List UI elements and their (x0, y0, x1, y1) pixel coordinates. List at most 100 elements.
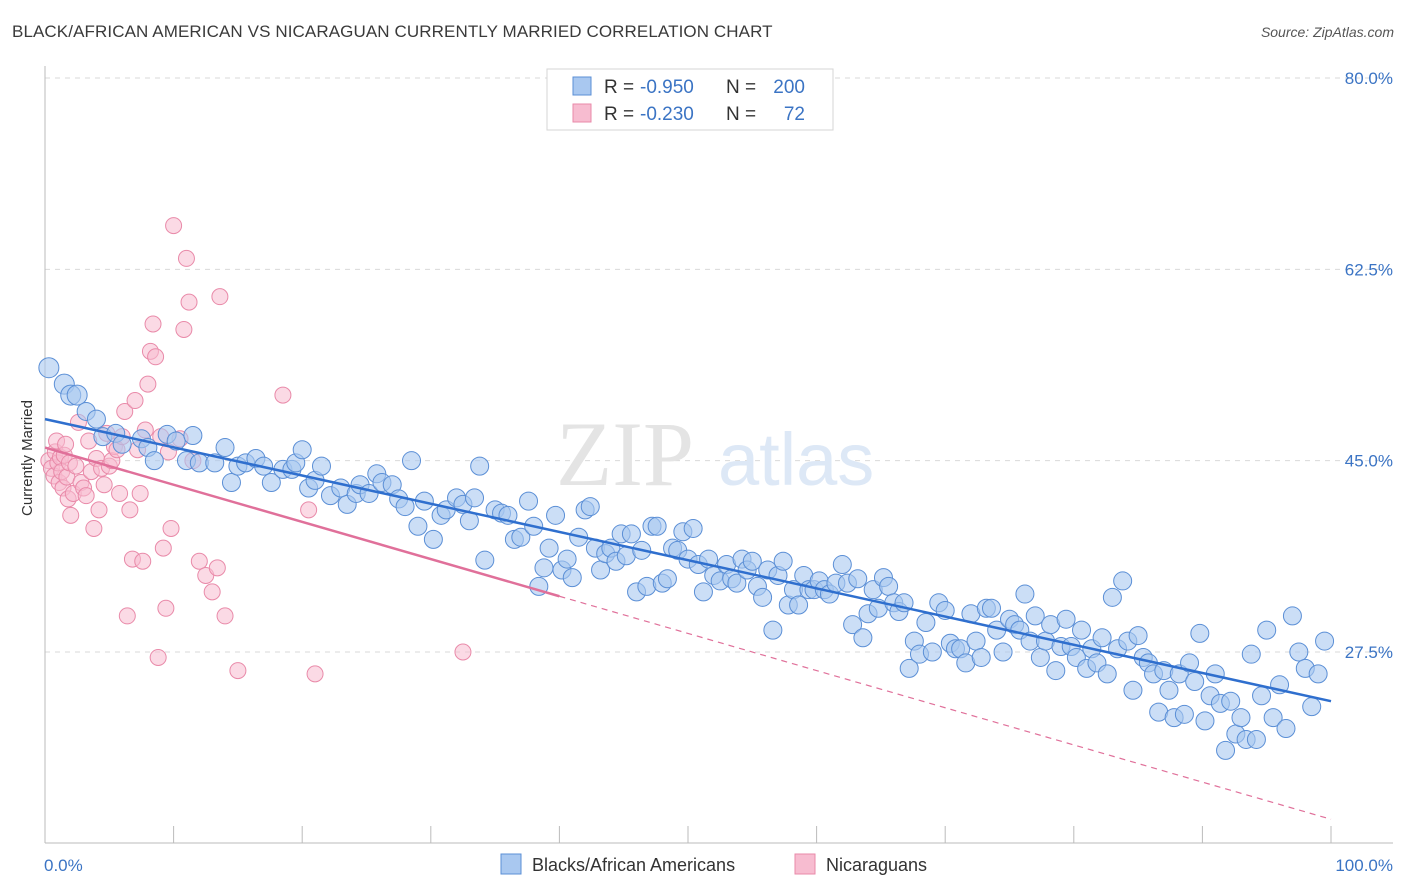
blacks-point-200 (1257, 620, 1277, 640)
blacks-point-147 (981, 598, 1001, 618)
blacks-point-198 (1246, 729, 1266, 749)
y-tick-label-1: 45.0% (1345, 452, 1393, 471)
bottom-legend-swatch-pink (794, 853, 816, 875)
nicaraguans-point-59 (180, 293, 198, 311)
blacks-point-209 (1315, 631, 1335, 651)
legend-n-label-1: N = (726, 77, 756, 98)
blacks-point-149 (993, 642, 1013, 662)
blacks-point-31 (311, 456, 331, 476)
nicaraguans-point-21 (77, 487, 95, 505)
legend-swatch-blue (572, 76, 592, 96)
nicaraguans-point-54 (162, 519, 180, 537)
bottom-legend-label-blue: Blacks/African Americans (532, 855, 735, 875)
nicaraguans-point-47 (144, 315, 162, 333)
bottom-legend: Blacks/African Americans Nicaraguans (500, 853, 927, 875)
blacks-point-82 (637, 576, 657, 596)
blacks-point-132 (899, 658, 919, 678)
blacks-point-54 (475, 550, 495, 570)
blacks-point-135 (916, 612, 936, 632)
blacks-point-172 (1113, 571, 1133, 591)
y-tick-label-3: 80.0% (1345, 69, 1393, 88)
blacks-point-18 (215, 438, 235, 458)
blacks-point-28 (292, 440, 312, 460)
blacks-point-67 (557, 549, 577, 569)
blacks-point-193 (1221, 691, 1241, 711)
nicaraguans-point-67 (229, 662, 247, 680)
legend-swatch-pink (572, 103, 592, 123)
bottom-legend-label-pink: Nicaraguans (826, 855, 927, 875)
legend-n-value-1: 200 (773, 77, 805, 98)
blacks-point-185 (1180, 653, 1200, 673)
nicaraguans-point-49 (149, 648, 167, 666)
blacks-point-63 (534, 558, 554, 578)
blacks-point-19 (221, 473, 241, 493)
blacks-point-106 (763, 620, 783, 640)
legend-r-value-1: -0.950 (640, 77, 694, 98)
blacks-point-99 (727, 573, 747, 593)
legend-box: R = -0.950 N = 200 R = -0.230 N = 72 (546, 68, 834, 131)
nicaraguans-point-15 (62, 506, 80, 524)
nicaraguans-point-48 (147, 348, 165, 366)
blacks-point-64 (539, 538, 559, 558)
nicaraguans-point-40 (126, 392, 144, 410)
source-label: Source: ZipAtlas.com (1260, 24, 1394, 40)
nicaraguans-point-17 (67, 457, 85, 475)
nicaraguans-point-37 (118, 607, 136, 625)
blacks-point-164 (1072, 620, 1092, 640)
nicaraguans-point-69 (300, 501, 318, 519)
legend-r-value-2: -0.230 (640, 104, 694, 125)
nicaraguans-point-52 (157, 599, 175, 617)
blacks-point-192 (1216, 740, 1236, 760)
nicaraguans-trend-line-extension (559, 595, 1332, 820)
nicaraguans-point-61 (190, 552, 208, 570)
blacks-points (38, 357, 1335, 760)
blacks-trend-line (44, 417, 1332, 703)
nicaraguans-point-68 (274, 386, 292, 404)
nicaraguans-point-34 (111, 484, 129, 502)
blacks-point-53 (470, 456, 490, 476)
nicaraguans-trend-line (44, 446, 560, 598)
nicaraguans-point-57 (175, 320, 193, 338)
nicaraguans-point-26 (90, 501, 108, 519)
watermark-zip: ZIP (556, 403, 694, 505)
tick-labels: 27.5% 45.0% 62.5% 80.0% 0.0% 100.0% (44, 69, 1393, 875)
blacks-point-205 (1289, 642, 1309, 662)
blacks-point-102 (742, 551, 762, 571)
blacks-point-199 (1252, 686, 1272, 706)
blacks-point-187 (1190, 623, 1210, 643)
blacks-point-161 (1056, 609, 1076, 629)
blacks-point-208 (1308, 664, 1328, 684)
blacks-point-71 (580, 497, 600, 517)
blacks-point-84 (647, 516, 667, 536)
nicaraguans-point-71 (454, 643, 472, 661)
blacks-point-144 (966, 631, 986, 651)
blacks-point-188 (1195, 711, 1215, 731)
nicaraguans-point-58 (177, 249, 195, 267)
nicaraguans-point-24 (85, 519, 103, 537)
blacks-point-65 (546, 505, 566, 525)
blacks-point-104 (753, 587, 773, 607)
blacks-point-184 (1174, 704, 1194, 724)
blacks-point-207 (1302, 697, 1322, 717)
nicaraguans-point-65 (211, 288, 229, 306)
blacks-point-195 (1231, 708, 1251, 728)
nicaraguans-point-36 (116, 402, 134, 420)
watermark-atlas: atlas (718, 418, 874, 501)
blacks-point-60 (519, 491, 539, 511)
nicaraguans-point-66 (216, 607, 234, 625)
y-tick-label-0: 27.5% (1345, 643, 1393, 662)
legend-r-label-1: R = (604, 77, 634, 98)
blacks-point-93 (693, 582, 713, 602)
blacks-point-52 (465, 488, 485, 508)
legend-n-value-2: 72 (784, 104, 805, 125)
chart-title: BLACK/AFRICAN AMERICAN VS NICARAGUAN CUR… (12, 22, 773, 41)
blacks-point-43 (402, 451, 422, 471)
nicaraguans-point-63 (203, 583, 221, 601)
x-tick-label-1: 100.0% (1335, 856, 1393, 875)
blacks-point-11 (144, 451, 164, 471)
blacks-point-46 (423, 529, 443, 549)
blacks-point-121 (843, 615, 863, 635)
blacks-point-168 (1092, 628, 1112, 648)
blacks-point-128 (879, 576, 899, 596)
